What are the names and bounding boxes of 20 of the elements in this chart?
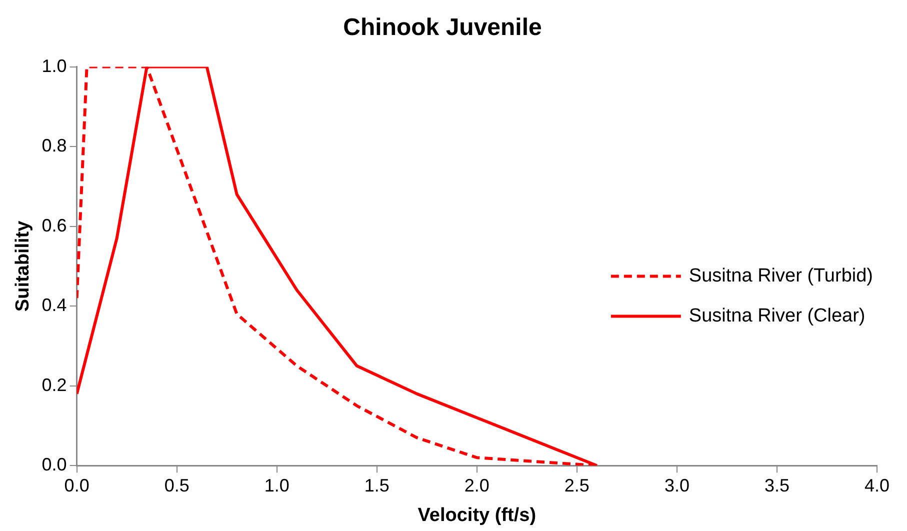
- y-tick-label: 0.2: [42, 374, 67, 395]
- y-tick-label: 0.4: [42, 295, 67, 316]
- x-tick-label: 4.0: [864, 475, 890, 496]
- legend-label: Susitna River (Turbid): [688, 265, 874, 286]
- y-tick-label: 0.8: [42, 136, 67, 156]
- y-tick-label: 1.0: [42, 56, 67, 76]
- y-axis-title: Suitability: [12, 220, 34, 312]
- x-tick-label: 3.0: [664, 475, 690, 496]
- x-tick-label: 1.0: [264, 475, 290, 496]
- x-tick-label: 2.5: [564, 475, 590, 496]
- chart-title: Chinook Juvenile: [343, 14, 542, 42]
- x-tick-label: 0.0: [64, 475, 90, 496]
- legend-label: Susitna River (Clear): [688, 305, 866, 326]
- x-tick-label: 0.5: [164, 475, 190, 496]
- y-tick-label: 0.6: [42, 215, 67, 236]
- y-tick-label: 0.0: [42, 454, 67, 475]
- x-tick-label: 1.5: [364, 475, 390, 496]
- x-tick-label: 3.5: [764, 475, 790, 496]
- x-tick-label: 2.0: [464, 475, 490, 496]
- x-axis-title: Velocity (ft/s): [418, 504, 536, 526]
